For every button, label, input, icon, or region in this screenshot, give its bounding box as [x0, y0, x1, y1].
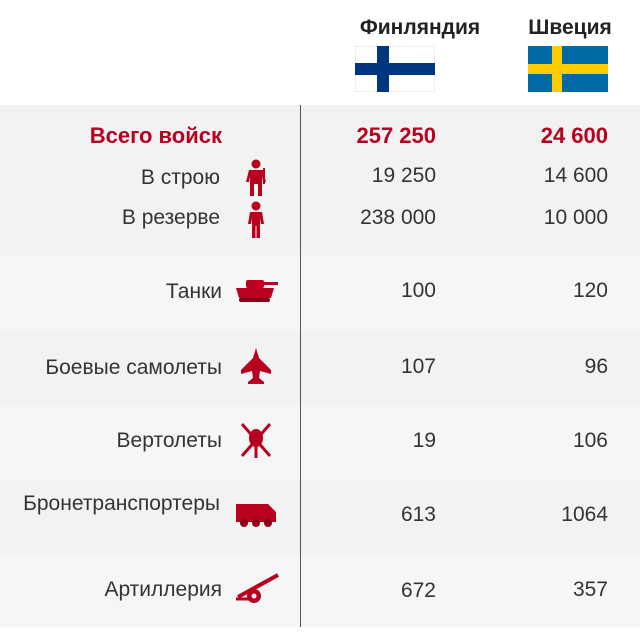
soldier-icon	[246, 159, 266, 196]
value-reserve-finland: 238 000	[360, 206, 436, 229]
helicopters-band	[0, 405, 640, 480]
source-footer	[0, 627, 640, 639]
value-tanks-sweden: 120	[572, 279, 608, 302]
column-header-sweden: Швеция	[528, 16, 612, 39]
value-reserve-sweden: 10 000	[543, 206, 608, 229]
jets-band	[0, 330, 640, 405]
helicopter-icon	[240, 423, 272, 458]
row-label-total: Всего войск	[89, 123, 222, 148]
value-active-sweden: 14 600	[543, 164, 608, 187]
reservist-icon	[248, 201, 264, 238]
value-artillery-sweden: 357	[572, 578, 608, 601]
armored-vehicle-icon	[236, 504, 276, 527]
value-total-finland: 257 250	[356, 123, 436, 148]
value-active-finland: 19 250	[371, 164, 436, 187]
artillery-icon	[236, 573, 279, 603]
column-divider	[300, 105, 301, 629]
value-helicopters-sweden: 106	[572, 429, 608, 452]
troops-band	[0, 105, 640, 255]
value-artillery-finland: 672	[400, 579, 436, 602]
row-label-reserve: В резерве	[121, 206, 220, 229]
value-jets-sweden: 96	[584, 355, 608, 378]
row-label-helicopters: Вертолеты	[116, 429, 222, 452]
value-jets-finland: 107	[400, 355, 436, 378]
apc-band	[0, 480, 640, 555]
row-label-active: В строю	[140, 166, 220, 189]
tank-icon	[236, 280, 278, 302]
value-apc-sweden: 1064	[561, 503, 608, 526]
sweden-flag-icon	[528, 46, 608, 92]
value-total-sweden: 24 600	[540, 123, 608, 148]
value-tanks-finland: 100	[400, 279, 436, 302]
column-header-finland: Финляндия	[359, 16, 481, 39]
finland-flag-icon	[355, 46, 435, 92]
value-helicopters-finland: 19	[412, 429, 436, 452]
row-label-tanks: Танки	[165, 280, 222, 303]
value-apc-finland: 613	[400, 503, 436, 526]
fighter-jet-icon	[241, 348, 271, 384]
row-label-jets: Боевые самолеты	[45, 356, 222, 379]
row-label-artillery: Артиллерия	[104, 578, 222, 601]
tanks-band	[0, 255, 640, 330]
table-header: Финляндия Швеция	[0, 0, 640, 105]
artillery-band	[0, 555, 640, 627]
row-label-apc: Бронетранспортеры	[23, 492, 220, 515]
